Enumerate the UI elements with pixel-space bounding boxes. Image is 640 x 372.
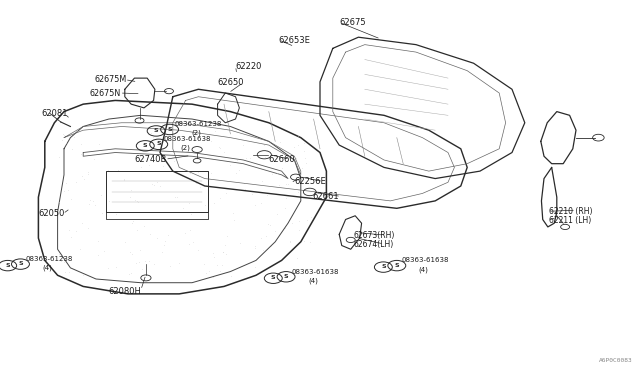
Text: 62256E: 62256E	[294, 177, 326, 186]
Text: S: S	[271, 275, 276, 280]
Text: S: S	[154, 128, 159, 133]
Text: 62740B: 62740B	[134, 155, 167, 164]
Text: 08363-61238: 08363-61238	[26, 256, 73, 262]
Text: 62675N: 62675N	[90, 89, 121, 98]
Text: S: S	[18, 261, 23, 266]
Text: 62653E: 62653E	[278, 36, 310, 45]
Text: 62650: 62650	[218, 78, 244, 87]
Text: S: S	[394, 263, 399, 268]
Text: 62080H: 62080H	[109, 287, 141, 296]
Text: (4): (4)	[308, 277, 318, 284]
Text: 62675M: 62675M	[95, 75, 127, 84]
Text: (2): (2)	[191, 130, 201, 137]
Text: 62210 (RH): 62210 (RH)	[549, 207, 593, 216]
Text: S: S	[284, 274, 289, 279]
Text: 62050: 62050	[38, 209, 65, 218]
Text: (4): (4)	[42, 264, 52, 271]
Text: 62674(LH): 62674(LH)	[353, 240, 394, 248]
Text: S: S	[167, 126, 172, 132]
Text: 08363-61638: 08363-61638	[292, 269, 339, 275]
Text: 62675: 62675	[339, 18, 366, 27]
Text: 08363-61638: 08363-61638	[402, 257, 449, 263]
Text: 62673(RH): 62673(RH)	[353, 231, 395, 240]
Text: 62211 (LH): 62211 (LH)	[549, 216, 591, 225]
Text: 62081: 62081	[42, 109, 68, 118]
Text: S: S	[156, 141, 161, 147]
Text: 62220: 62220	[236, 62, 262, 71]
Text: (4): (4)	[419, 266, 428, 273]
Text: A6P0C0083: A6P0C0083	[598, 358, 632, 363]
Text: S: S	[5, 263, 10, 268]
Text: 08363-61238: 08363-61238	[175, 121, 222, 127]
Text: 62661: 62661	[312, 192, 339, 201]
Text: 08363-61638: 08363-61638	[164, 136, 211, 142]
Text: S: S	[381, 264, 386, 269]
Text: 62660: 62660	[269, 155, 296, 164]
Text: S: S	[143, 143, 148, 148]
Text: (2): (2)	[180, 145, 190, 151]
